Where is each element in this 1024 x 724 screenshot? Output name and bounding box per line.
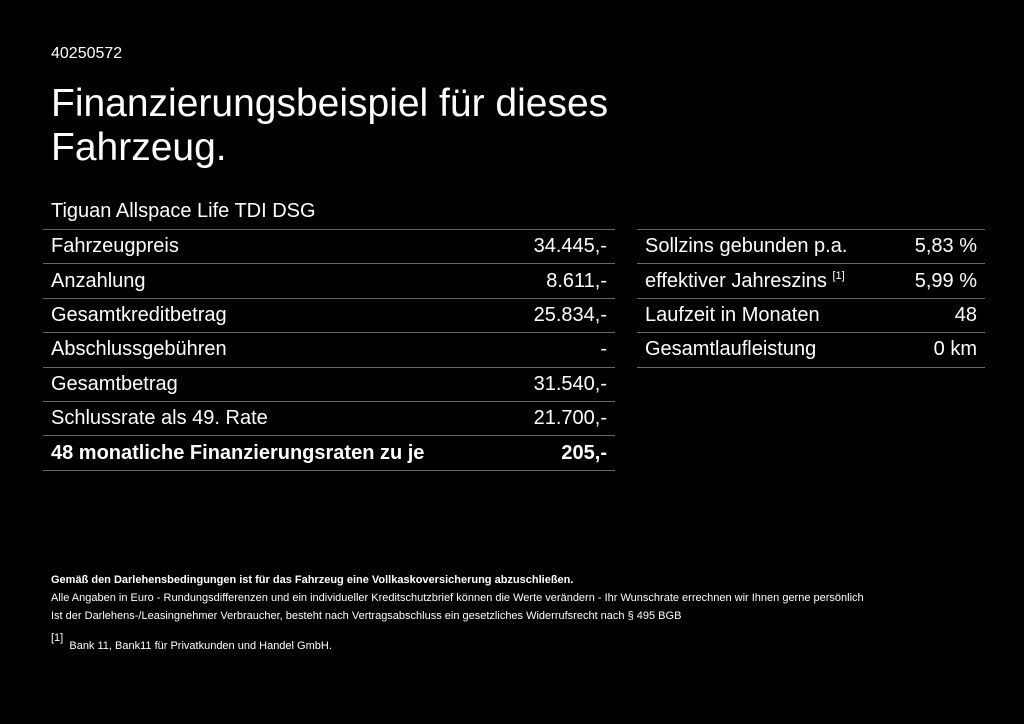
table-row: Schlussrate als 49. Rate 21.700,- [43,402,615,437]
footnote: [1] Bank 11, Bank11 für Privatkunden und… [51,629,991,655]
row-label: Gesamtkreditbetrag [51,303,227,326]
document-id: 40250572 [51,45,123,62]
row-value: 205,- [561,441,607,464]
row-value: 31.540,- [533,372,607,395]
interest-table: Sollzins gebunden p.a. 5,83 % effektiver … [637,229,985,368]
table-row: Gesamtkreditbetrag 25.834,- [43,299,615,334]
row-value: 34.445,- [533,235,607,258]
row-value: 0 km [933,338,977,361]
row-value: 5,83 % [914,235,977,258]
row-label: Schlussrate als 49. Rate [51,407,268,430]
footer-notes: Gemäß den Darlehensbedingungen ist für d… [51,571,991,655]
table-row: Anzahlung 8.611,- [43,264,615,299]
row-value: - [600,338,607,361]
table-row: Fahrzeugpreis 34.445,- [43,230,615,265]
table-row: Gesamtbetrag 31.540,- [43,368,615,402]
row-value: 48 [954,303,977,326]
row-label: 48 monatliche Finanzierungsraten zu je [51,441,425,464]
disclaimer-line: Ist der Darlehens-/Leasingnehmer Verbrau… [51,610,682,622]
disclaimer-line: Alle Angaben in Euro - Rundungsdifferenz… [51,592,864,604]
monthly-rate-row: 48 monatliche Finanzierungsraten zu je 20… [43,436,615,471]
row-label: Gesamtlaufleistung [645,338,817,361]
row-label: Gesamtbetrag [51,372,178,395]
row-label: Fahrzeugpreis [51,235,179,258]
row-label: Anzahlung [51,269,146,292]
insurance-note: Gemäß den Darlehensbedingungen ist für d… [51,574,574,586]
row-value: 25.834,- [533,303,607,326]
page-title: Finanzierungsbeispiel für dieses Fahrzeu… [51,82,609,169]
footnote-text: Bank 11, Bank11 für Privatkunden und Han… [69,640,332,652]
financing-table: Fahrzeugpreis 34.445,- Anzahlung 8.611,- G… [43,229,615,471]
row-value: 21.700,- [533,407,607,430]
table-row: Gesamtlaufleistung 0 km [637,333,985,368]
vehicle-model: Tiguan Allspace Life TDI DSG [51,200,316,222]
row-value: 8.611,- [546,269,607,292]
row-label: effektiver Jahreszins [645,269,827,292]
footnote-ref: [1] [832,269,845,282]
footnote-mark: [1] [51,632,64,644]
row-label: Laufzeit in Monaten [645,303,820,326]
table-row: Laufzeit in Monaten 48 [637,299,985,334]
table-row: Sollzins gebunden p.a. 5,83 % [637,230,985,265]
table-row: effektiver Jahreszins [1] 5,99 % [637,264,985,299]
table-row: Abschlussgebühren - [43,333,615,368]
row-label: Sollzins gebunden p.a. [645,235,848,258]
row-label: Abschlussgebühren [51,338,227,361]
row-value: 5,99 % [914,269,977,292]
